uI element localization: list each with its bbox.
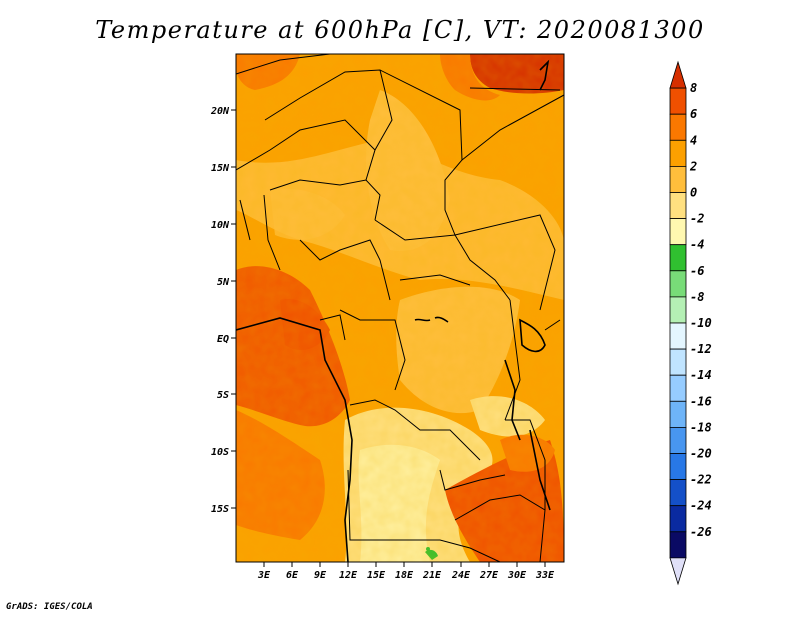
colorbar-label: -4 <box>690 238 704 252</box>
colorbar-swatch <box>669 165 687 193</box>
lon-label: 18E <box>395 570 414 581</box>
lat-label: 10N <box>211 220 230 231</box>
colorbar-swatch <box>669 400 687 428</box>
colorbar-swatch <box>669 296 687 324</box>
colorbar-label: -12 <box>690 342 712 356</box>
lat-label: 5N <box>217 277 230 288</box>
lon-label: 15E <box>367 570 386 581</box>
lat-label: 15N <box>211 163 230 174</box>
coastline <box>236 59 551 562</box>
colorbar-bottom-triangle <box>669 557 687 586</box>
colorbar-top-triangle <box>669 60 687 89</box>
colorbar-label: -18 <box>690 420 712 434</box>
colorbar-label: 0 <box>690 186 697 200</box>
lon-label: 33E <box>535 570 555 581</box>
lat-label: 10S <box>211 447 229 458</box>
colorbar-label: 4 <box>690 133 697 147</box>
colorbar-label: -26 <box>690 525 712 539</box>
colorbar-label: -14 <box>690 368 712 382</box>
colorbar-swatch <box>669 453 687 481</box>
colorbar-swatch <box>669 244 687 272</box>
lon-label: 27E <box>479 570 499 581</box>
colorbar-label: -16 <box>690 394 712 408</box>
colorbar-swatch <box>669 270 687 298</box>
lat-label: 20N <box>210 106 230 117</box>
colorbar-label: -20 <box>690 447 712 461</box>
colorbar-label: -10 <box>690 316 712 330</box>
lon-label: 24E <box>451 570 471 581</box>
temperature-field <box>236 54 564 562</box>
colorbar-label: 6 <box>690 107 697 121</box>
longitude-axis: 3E 6E 9E 12E 15E 18E 21E 24E 27E 30E 33E <box>257 562 555 581</box>
colorbar-swatch <box>669 218 687 246</box>
colorbar-label: -2 <box>690 212 704 226</box>
lon-label: 21E <box>422 570 442 581</box>
map-frame <box>235 53 565 563</box>
colorbar-swatch <box>669 505 687 533</box>
colorbar-swatch <box>669 113 687 141</box>
colorbar-swatch <box>669 426 687 454</box>
lat-label: 5S <box>217 390 229 401</box>
country-borders <box>236 54 564 562</box>
lon-label: 9E <box>314 570 327 581</box>
lon-label: 3E <box>257 570 271 581</box>
colorbar-swatch <box>669 87 687 115</box>
latitude-axis: 20N 15N 10N 5N EQ 5S 10S 15S <box>210 106 236 515</box>
colorbar-label: -8 <box>690 290 704 304</box>
colorbar-label: -6 <box>690 264 704 278</box>
map-title: Temperature at 600hPa [C], VT: 202008130… <box>95 16 705 44</box>
lon-label: 6E <box>286 570 299 581</box>
colorbar-swatch <box>669 139 687 167</box>
colorbar-swatch <box>669 479 687 507</box>
colorbar-swatch <box>669 531 687 559</box>
colorbar-label: -24 <box>690 499 712 513</box>
colorbar-swatch <box>669 192 687 220</box>
lat-label: EQ <box>217 334 229 345</box>
colorbar-swatch <box>669 348 687 376</box>
colorbar-label: -22 <box>690 473 712 487</box>
colorbar-swatch <box>669 322 687 350</box>
lon-label: 30E <box>507 570 527 581</box>
colorbar-swatch <box>669 374 687 402</box>
colorbar-label: 8 <box>690 81 697 95</box>
lon-label: 12E <box>339 570 358 581</box>
colorbar-label: 2 <box>689 159 697 173</box>
colorbar: 8 6 4 2 0 -2 -4 -6 -8 -10 -12 -14 -16 -18 -20 -22 -24 -26 <box>669 60 712 586</box>
grads-credit: GrADS: IGES/COLA <box>6 602 93 612</box>
lat-label: 15S <box>211 504 229 515</box>
